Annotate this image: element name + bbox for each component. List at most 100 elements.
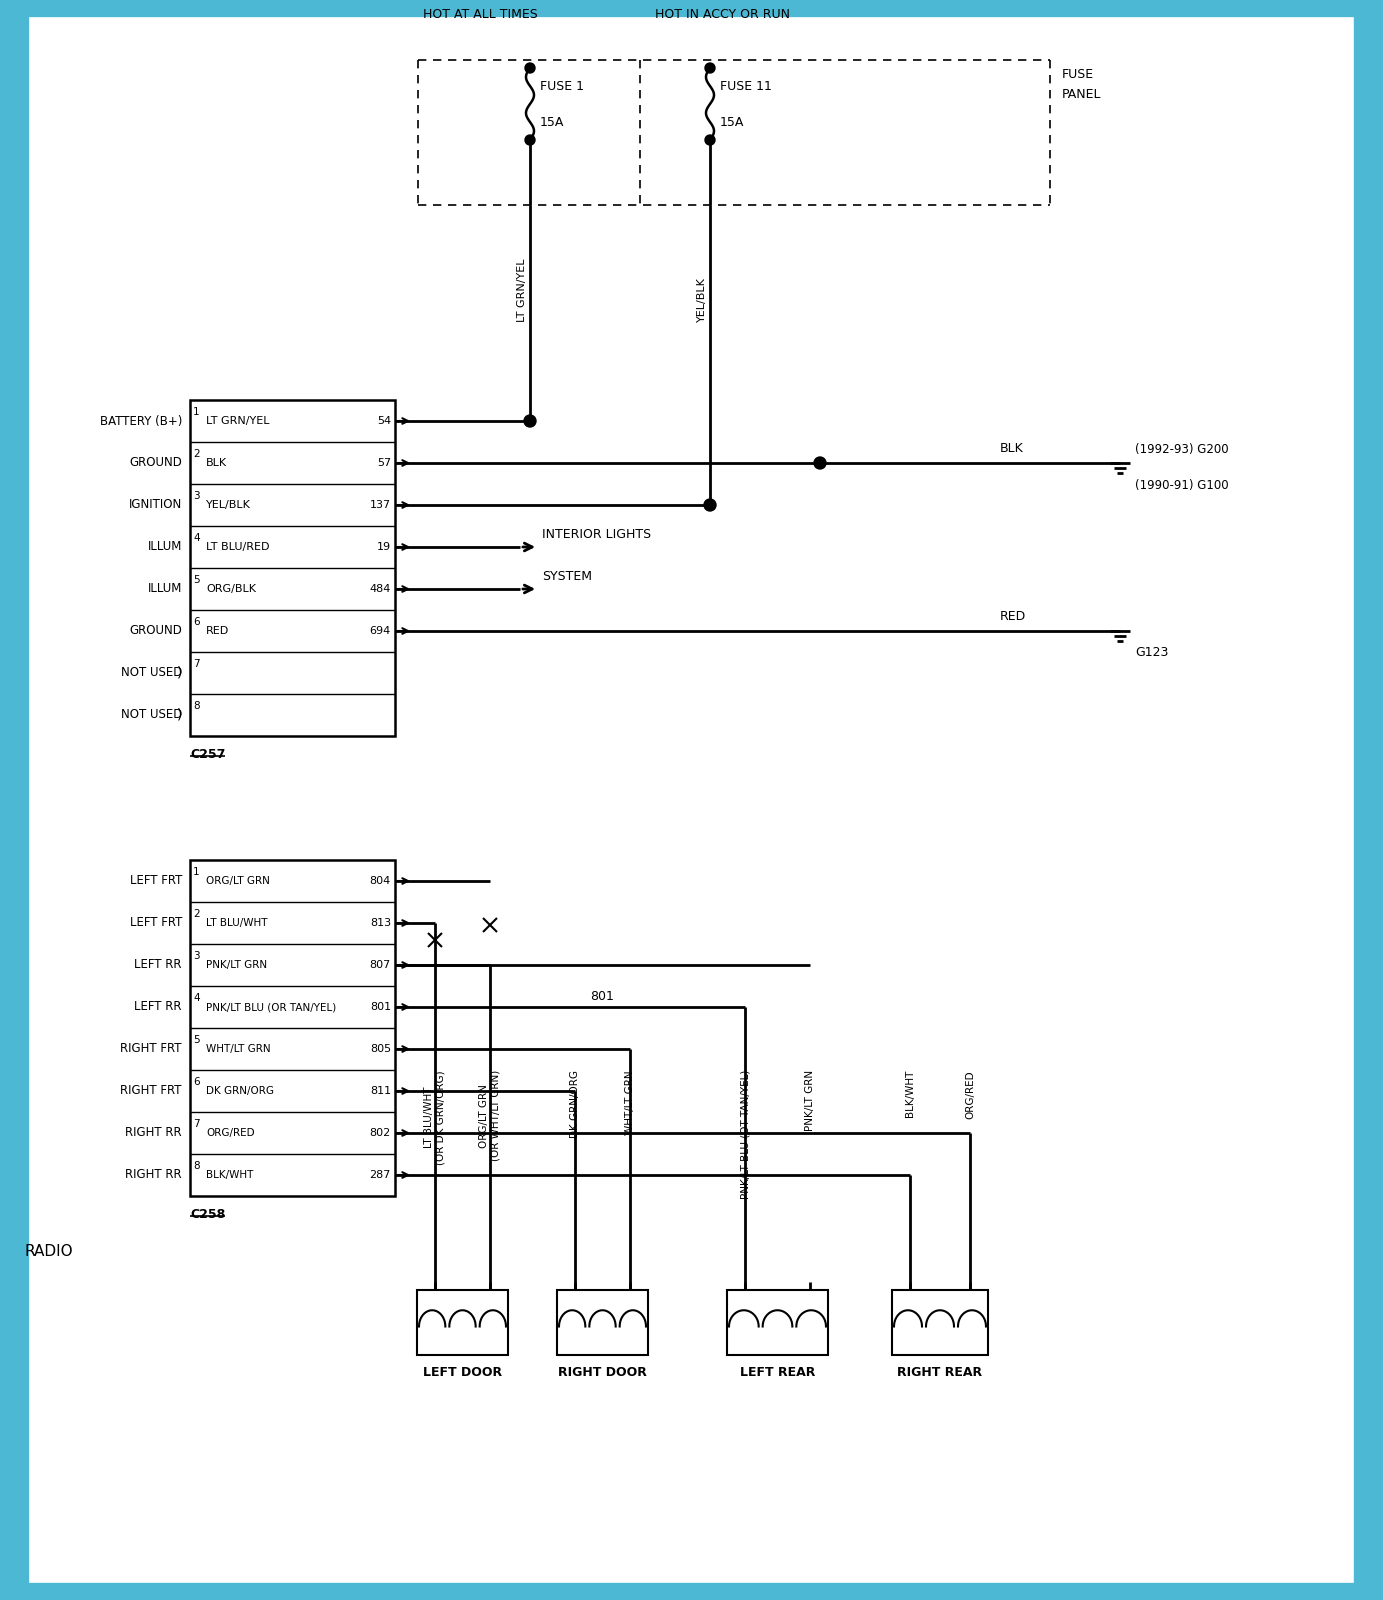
Text: NOT USED: NOT USED (120, 709, 183, 722)
Circle shape (524, 414, 537, 427)
Text: BLK/WHT: BLK/WHT (206, 1170, 253, 1181)
Text: 2: 2 (194, 450, 199, 459)
Text: 5: 5 (194, 574, 199, 586)
Text: LEFT REAR: LEFT REAR (740, 1366, 815, 1379)
Circle shape (704, 499, 716, 510)
Text: FUSE 1: FUSE 1 (539, 80, 584, 93)
Text: ILLUM: ILLUM (148, 541, 183, 554)
Circle shape (815, 458, 826, 469)
Text: IGNITION: IGNITION (129, 499, 183, 512)
Text: 7: 7 (194, 1118, 199, 1130)
Text: 15A: 15A (539, 115, 564, 128)
Text: RIGHT DOOR: RIGHT DOOR (559, 1366, 647, 1379)
Text: 1: 1 (194, 867, 199, 877)
Text: 811: 811 (369, 1086, 391, 1096)
Text: LEFT DOOR: LEFT DOOR (423, 1366, 502, 1379)
Text: PNK/LT BLU (OT TAN/YEL): PNK/LT BLU (OT TAN/YEL) (740, 1070, 750, 1200)
Text: PNK/LT BLU (OR TAN/YEL): PNK/LT BLU (OR TAN/YEL) (206, 1002, 336, 1013)
Text: RED: RED (1000, 611, 1026, 624)
Text: DK GRN/ORG: DK GRN/ORG (570, 1070, 579, 1138)
Text: 8: 8 (194, 701, 199, 710)
Text: ORG/BLK: ORG/BLK (206, 584, 256, 594)
Text: 694: 694 (369, 626, 391, 635)
Text: LT BLU/RED: LT BLU/RED (206, 542, 270, 552)
Text: BLK/WHT: BLK/WHT (904, 1070, 916, 1117)
Bar (892, 1290, 987, 1355)
Text: 6: 6 (194, 1077, 199, 1086)
Text: YEL/BLK: YEL/BLK (206, 499, 250, 510)
Text: RIGHT FRT: RIGHT FRT (120, 1085, 183, 1098)
Text: 287: 287 (369, 1170, 391, 1181)
Text: HOT IN ACCY OR RUN: HOT IN ACCY OR RUN (656, 8, 790, 21)
Text: 3: 3 (194, 950, 199, 962)
Text: LEFT FRT: LEFT FRT (130, 917, 183, 930)
Text: WHT/LT GRN: WHT/LT GRN (625, 1070, 635, 1134)
Text: LT GRN/YEL: LT GRN/YEL (517, 258, 527, 322)
Bar (418, 1290, 508, 1355)
Text: LT GRN/YEL: LT GRN/YEL (206, 416, 270, 426)
Bar (189, 400, 396, 736)
Text: 801: 801 (591, 990, 614, 1003)
Text: LT BLU/WHT
(OR DK GRN/ORG): LT BLU/WHT (OR DK GRN/ORG) (425, 1070, 445, 1165)
Text: LT BLU/WHT: LT BLU/WHT (206, 918, 267, 928)
Bar (557, 1290, 649, 1355)
Text: FUSE: FUSE (1062, 69, 1094, 82)
Text: PANEL: PANEL (1062, 88, 1101, 101)
Text: FUSE 11: FUSE 11 (721, 80, 772, 93)
Text: PNK/LT GRN: PNK/LT GRN (805, 1070, 815, 1131)
Circle shape (705, 62, 715, 74)
Text: 57: 57 (378, 458, 391, 467)
Text: C257: C257 (189, 747, 225, 760)
Text: G123: G123 (1135, 646, 1169, 659)
Text: GROUND: GROUND (129, 624, 183, 637)
Text: BATTERY (B+): BATTERY (B+) (100, 414, 183, 427)
Text: 2: 2 (194, 909, 199, 918)
Text: RIGHT RR: RIGHT RR (126, 1168, 183, 1181)
Text: GROUND: GROUND (129, 456, 183, 469)
Text: BLK: BLK (1000, 443, 1023, 456)
Text: ORG/LT GRN: ORG/LT GRN (206, 877, 270, 886)
Text: C258: C258 (189, 1208, 225, 1221)
Text: LEFT FRT: LEFT FRT (130, 875, 183, 888)
Text: RIGHT REAR: RIGHT REAR (898, 1366, 982, 1379)
Text: RIGHT FRT: RIGHT FRT (120, 1043, 183, 1056)
Text: LEFT RR: LEFT RR (134, 1000, 183, 1013)
Text: PNK/LT GRN: PNK/LT GRN (206, 960, 267, 970)
Text: 54: 54 (378, 416, 391, 426)
Text: 813: 813 (369, 918, 391, 928)
Text: 807: 807 (369, 960, 391, 970)
Text: ): ) (177, 707, 183, 722)
Bar (189, 861, 396, 1197)
Text: LEFT RR: LEFT RR (134, 958, 183, 971)
Text: 15A: 15A (721, 115, 744, 128)
Circle shape (526, 62, 535, 74)
Text: ORG/RED: ORG/RED (206, 1128, 254, 1138)
Text: HOT AT ALL TIMES: HOT AT ALL TIMES (423, 8, 538, 21)
Text: 1: 1 (194, 406, 199, 418)
Text: 7: 7 (194, 659, 199, 669)
Text: 805: 805 (369, 1043, 391, 1054)
Text: INTERIOR LIGHTS: INTERIOR LIGHTS (542, 528, 651, 541)
Text: (1990-91) G100: (1990-91) G100 (1135, 478, 1228, 491)
Bar (727, 1290, 828, 1355)
Text: 3: 3 (194, 491, 199, 501)
Text: 6: 6 (194, 618, 199, 627)
Text: 802: 802 (369, 1128, 391, 1138)
Text: ILLUM: ILLUM (148, 582, 183, 595)
Text: 5: 5 (194, 1035, 199, 1045)
Text: 4: 4 (194, 994, 199, 1003)
Text: SYSTEM: SYSTEM (542, 571, 592, 584)
Text: YEL/BLK: YEL/BLK (697, 277, 707, 323)
Text: RIGHT RR: RIGHT RR (126, 1126, 183, 1139)
Text: 801: 801 (369, 1002, 391, 1013)
Text: ORG/LT GRN
(OR WHT/LT GRN): ORG/LT GRN (OR WHT/LT GRN) (479, 1070, 501, 1162)
Text: RADIO: RADIO (25, 1243, 73, 1259)
Text: NOT USED: NOT USED (120, 667, 183, 680)
Text: BLK: BLK (206, 458, 227, 467)
FancyBboxPatch shape (25, 13, 1358, 1587)
Text: WHT/LT GRN: WHT/LT GRN (206, 1043, 271, 1054)
Text: 137: 137 (369, 499, 391, 510)
Text: 19: 19 (378, 542, 391, 552)
Text: ORG/RED: ORG/RED (965, 1070, 975, 1118)
Text: ): ) (177, 666, 183, 680)
